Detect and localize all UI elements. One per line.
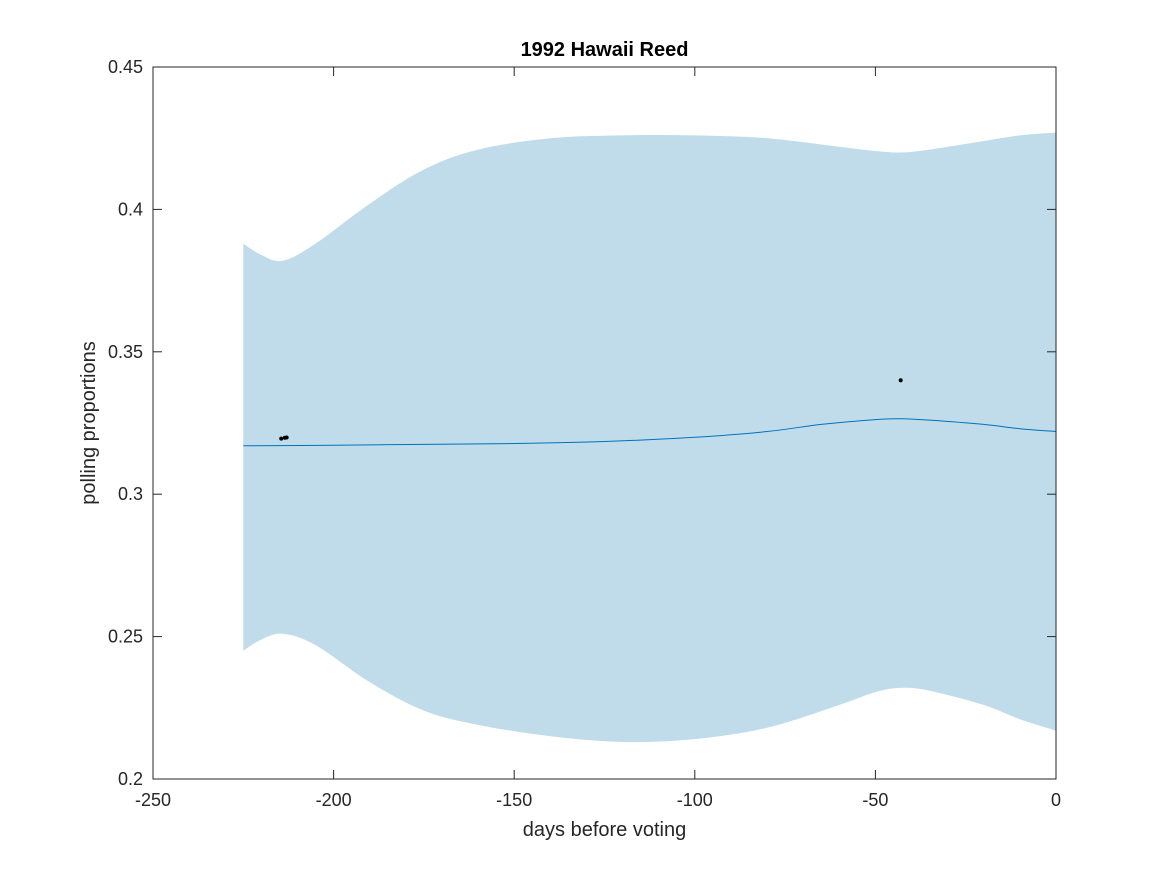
axis-ticks: -250 -200 -150 -100 -50 0 0.2 0.25 0.3 0.35 0.4 0.4… <box>108 57 1061 810</box>
poll-point <box>279 436 284 441</box>
poll-points <box>279 378 903 441</box>
y-tick-label: 0.35 <box>108 342 143 362</box>
confidence-band <box>243 132 1057 743</box>
x-tick-label: -100 <box>677 790 713 810</box>
y-tick-label: 0.2 <box>118 769 143 789</box>
y-tick-label: 0.4 <box>118 199 143 219</box>
y-tick-label: 0.3 <box>118 484 143 504</box>
y-tick-label: 0.25 <box>108 627 143 647</box>
x-tick-label: -50 <box>862 790 888 810</box>
x-tick-label: -200 <box>316 790 352 810</box>
x-tick-label: -150 <box>496 790 532 810</box>
x-tick-label: 0 <box>1051 790 1061 810</box>
x-axis-label: days before voting <box>523 819 686 841</box>
axes-box <box>152 66 1057 780</box>
poll-point <box>284 435 289 440</box>
x-tick-label: -250 <box>135 790 171 810</box>
y-axis-label: polling proportions <box>78 341 100 504</box>
chart-title: 1992 Hawaii Reed <box>521 39 689 61</box>
y-tick-label: 0.45 <box>108 57 143 77</box>
trend-line <box>243 418 1057 447</box>
poll-point <box>898 378 903 383</box>
